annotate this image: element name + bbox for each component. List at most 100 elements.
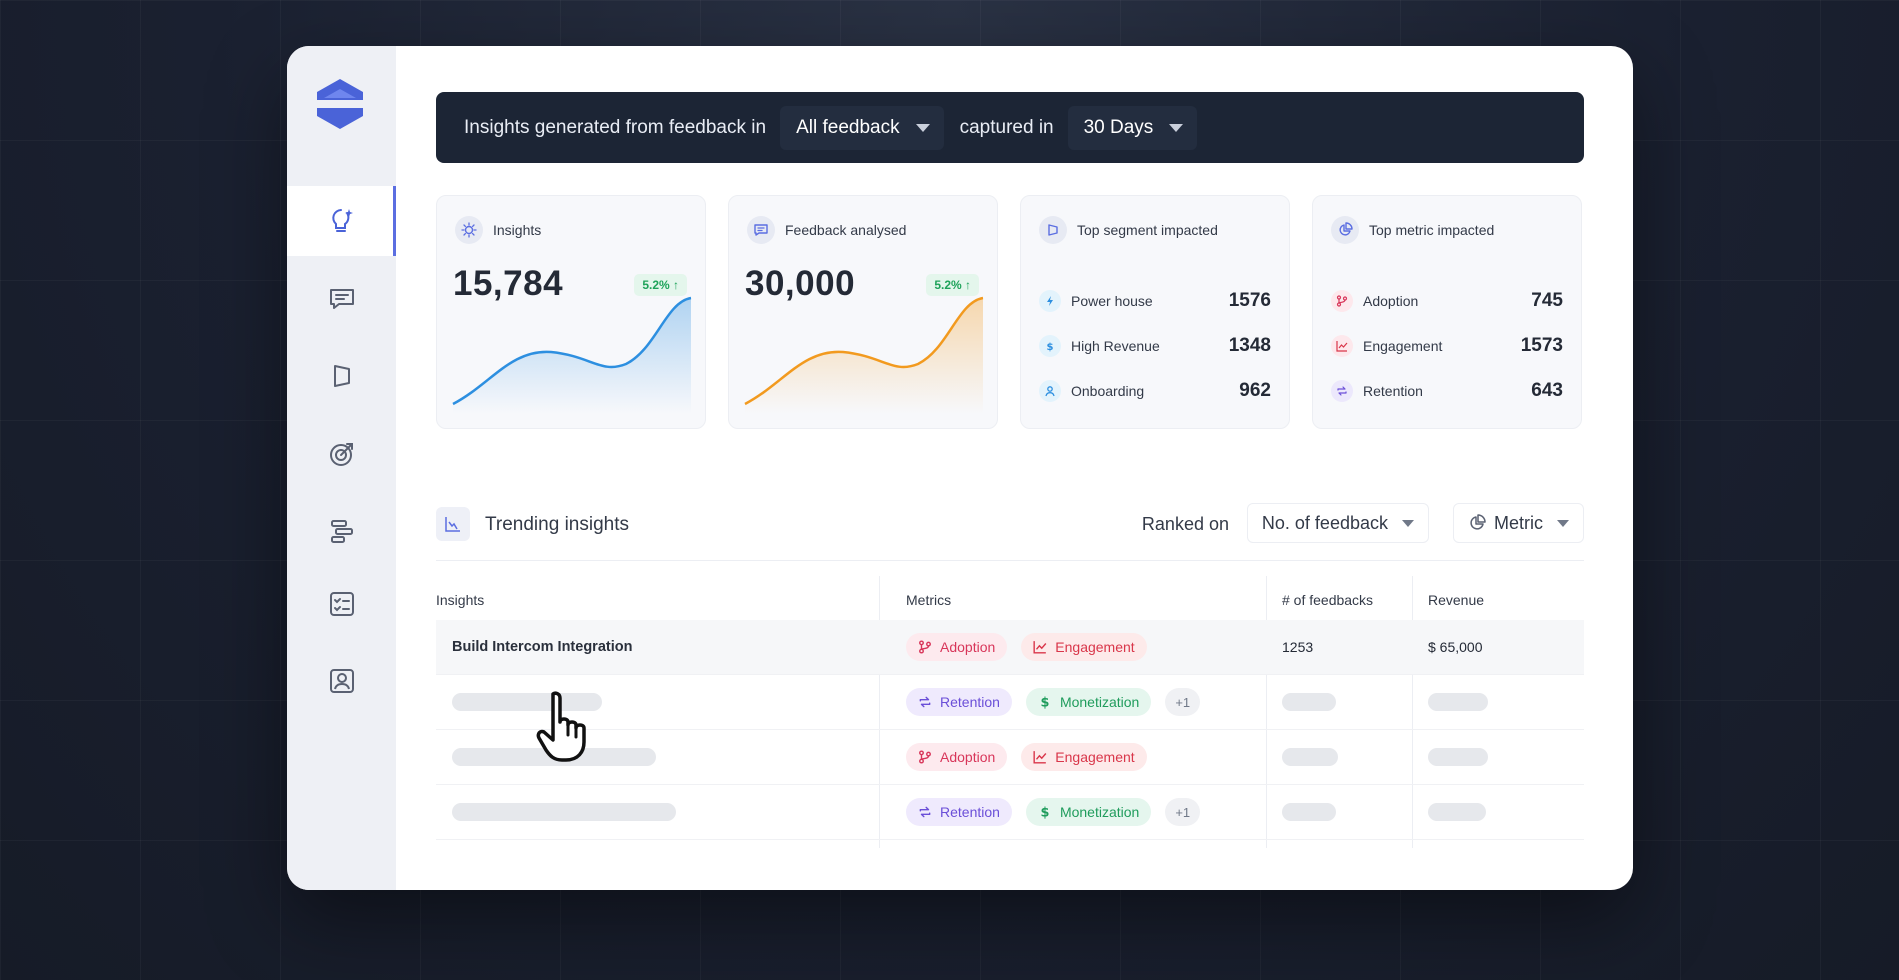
table-row[interactable]: Retention $ Monetization +1	[436, 785, 1584, 840]
nav-segments[interactable]	[287, 341, 396, 411]
app-logo[interactable]	[312, 76, 368, 132]
branch-icon	[919, 750, 931, 764]
metric-list: Adoption 745 Engagement 1573 Retention 6…	[1331, 278, 1563, 413]
repeat-icon	[919, 806, 931, 818]
nav-insights[interactable]	[287, 186, 396, 256]
dollar-icon: $	[1040, 806, 1049, 819]
tag-retention[interactable]: Retention	[906, 688, 1012, 716]
nav-roadmap[interactable]	[287, 496, 396, 566]
feedback-source-value: All feedback	[796, 116, 900, 138]
feedback-sparkline	[744, 296, 984, 414]
metrics-cell: Retention $ Monetization +1	[906, 675, 1214, 729]
tag-label: Retention	[940, 694, 1000, 710]
nav-profile[interactable]	[287, 646, 396, 716]
repeat-icon	[1331, 379, 1353, 402]
profile-icon	[329, 669, 354, 693]
more-tags-badge[interactable]: +1	[1165, 688, 1201, 716]
ranked-on-label: Ranked on	[1141, 514, 1229, 534]
feedback-count-placeholder	[1282, 730, 1338, 784]
target-icon	[329, 443, 353, 466]
metrics-cell: Adoption Engagement	[906, 620, 1161, 674]
table-row[interactable]: Build Intercom Integration Adoption Enga…	[436, 620, 1584, 675]
branch-icon	[1331, 289, 1353, 312]
segment-list: Power house 1576 $ High Revenue 1348 Onb…	[1039, 278, 1271, 413]
insight-title[interactable]: Build Intercom Integration	[452, 639, 633, 655]
feedback-card-label: Feedback analysed	[785, 222, 907, 238]
metric-card-label: Top metric impacted	[1369, 222, 1495, 238]
segment-row[interactable]: Power house 1576	[1039, 278, 1271, 323]
header-metrics[interactable]: Metrics	[906, 592, 952, 608]
metric-label: Retention	[1363, 382, 1423, 399]
tag-monetization[interactable]: $ Monetization	[1025, 688, 1152, 716]
segment-value: 1348	[1228, 334, 1271, 356]
tag-monetization[interactable]: $ Monetization	[1025, 798, 1152, 826]
tag-engagement[interactable]: Engagement	[1021, 743, 1147, 771]
column-separator	[1266, 576, 1267, 848]
metric-row[interactable]: Retention 643	[1331, 368, 1563, 413]
pie-chart-icon	[1470, 514, 1486, 530]
tag-engagement[interactable]: Engagement	[1021, 633, 1147, 661]
nav-goals[interactable]	[287, 419, 396, 489]
tag-adoption[interactable]: Adoption	[906, 633, 1008, 661]
tag-retention[interactable]: Retention	[906, 798, 1012, 826]
table-row[interactable]: Retention $ Monetization +1	[436, 675, 1584, 730]
insights-card[interactable]: Insights 15,784 5.2% ↑	[436, 195, 706, 429]
segment-value: 962	[1239, 379, 1271, 401]
feedback-count-placeholder	[1282, 675, 1336, 729]
chat-icon	[747, 216, 775, 244]
insights-delta-badge: 5.2% ↑	[634, 274, 687, 296]
repeat-icon	[919, 696, 931, 708]
segment-icon	[1039, 216, 1067, 244]
segment-row[interactable]: $ High Revenue 1348	[1039, 323, 1271, 368]
filter-bar: Insights generated from feedback in All …	[436, 92, 1584, 163]
feedback-analysed-card[interactable]: Feedback analysed 30,000 5.2% ↑	[728, 195, 998, 429]
card-header: Feedback analysed	[747, 216, 906, 244]
roadmap-icon	[330, 520, 353, 543]
metric-filter-select[interactable]: Metric	[1453, 503, 1584, 543]
table-row[interactable]: Adoption Engagement	[436, 730, 1584, 785]
revenue-cell: $ 65,000	[1428, 639, 1483, 655]
tag-label: Monetization	[1059, 804, 1140, 820]
revenue-placeholder	[1428, 785, 1486, 839]
segment-row[interactable]: Onboarding 962	[1039, 368, 1271, 413]
segment-card-label: Top segment impacted	[1077, 222, 1218, 238]
metric-label: Engagement	[1363, 337, 1443, 354]
date-range-select[interactable]: 30 Days	[1067, 105, 1198, 150]
top-segment-card[interactable]: Top segment impacted Power house 1576 $ …	[1020, 195, 1290, 429]
divider	[436, 560, 1584, 561]
more-tags-badge[interactable]: +1	[1165, 798, 1201, 826]
caret-down-icon	[915, 123, 930, 132]
revenue-placeholder	[1428, 730, 1488, 784]
tag-label: Adoption	[940, 749, 996, 765]
tag-label: Adoption	[940, 639, 996, 655]
dollar-icon: $	[1039, 334, 1061, 357]
card-header: Top metric impacted	[1331, 216, 1494, 244]
feedback-source-select[interactable]: All feedback	[780, 105, 944, 150]
metric-row[interactable]: Engagement 1573	[1331, 323, 1563, 368]
tag-adoption[interactable]: Adoption	[906, 743, 1008, 771]
segment-value: 1576	[1228, 289, 1271, 311]
header-feedbacks[interactable]: # of feedbacks	[1282, 592, 1374, 608]
top-metric-card[interactable]: Top metric impacted Adoption 745 Engagem…	[1312, 195, 1582, 429]
segment-icon	[333, 365, 350, 387]
metric-value: 643	[1531, 379, 1563, 401]
metric-value: 745	[1531, 289, 1563, 311]
checklist-icon	[329, 592, 354, 616]
feedback-count: 30,000	[745, 264, 856, 303]
column-separator	[879, 576, 880, 848]
nav-tasks[interactable]	[287, 569, 396, 639]
insights-count: 15,784	[453, 264, 564, 303]
caret-down-icon	[1402, 519, 1414, 527]
segment-label: Power house	[1071, 292, 1153, 309]
header-insights[interactable]: Insights	[436, 592, 485, 608]
trend-icon	[1033, 751, 1047, 764]
user-icon	[1039, 379, 1061, 402]
card-header: Insights	[455, 216, 541, 244]
insight-title-placeholder	[452, 785, 676, 839]
header-revenue[interactable]: Revenue	[1428, 592, 1485, 608]
metric-value: 1573	[1520, 334, 1563, 356]
rank-by-select[interactable]: No. of feedback	[1246, 503, 1429, 543]
app-window: Insights generated from feedback in All …	[287, 46, 1633, 890]
nav-feedback[interactable]	[287, 264, 396, 334]
metric-row[interactable]: Adoption 745	[1331, 278, 1563, 323]
